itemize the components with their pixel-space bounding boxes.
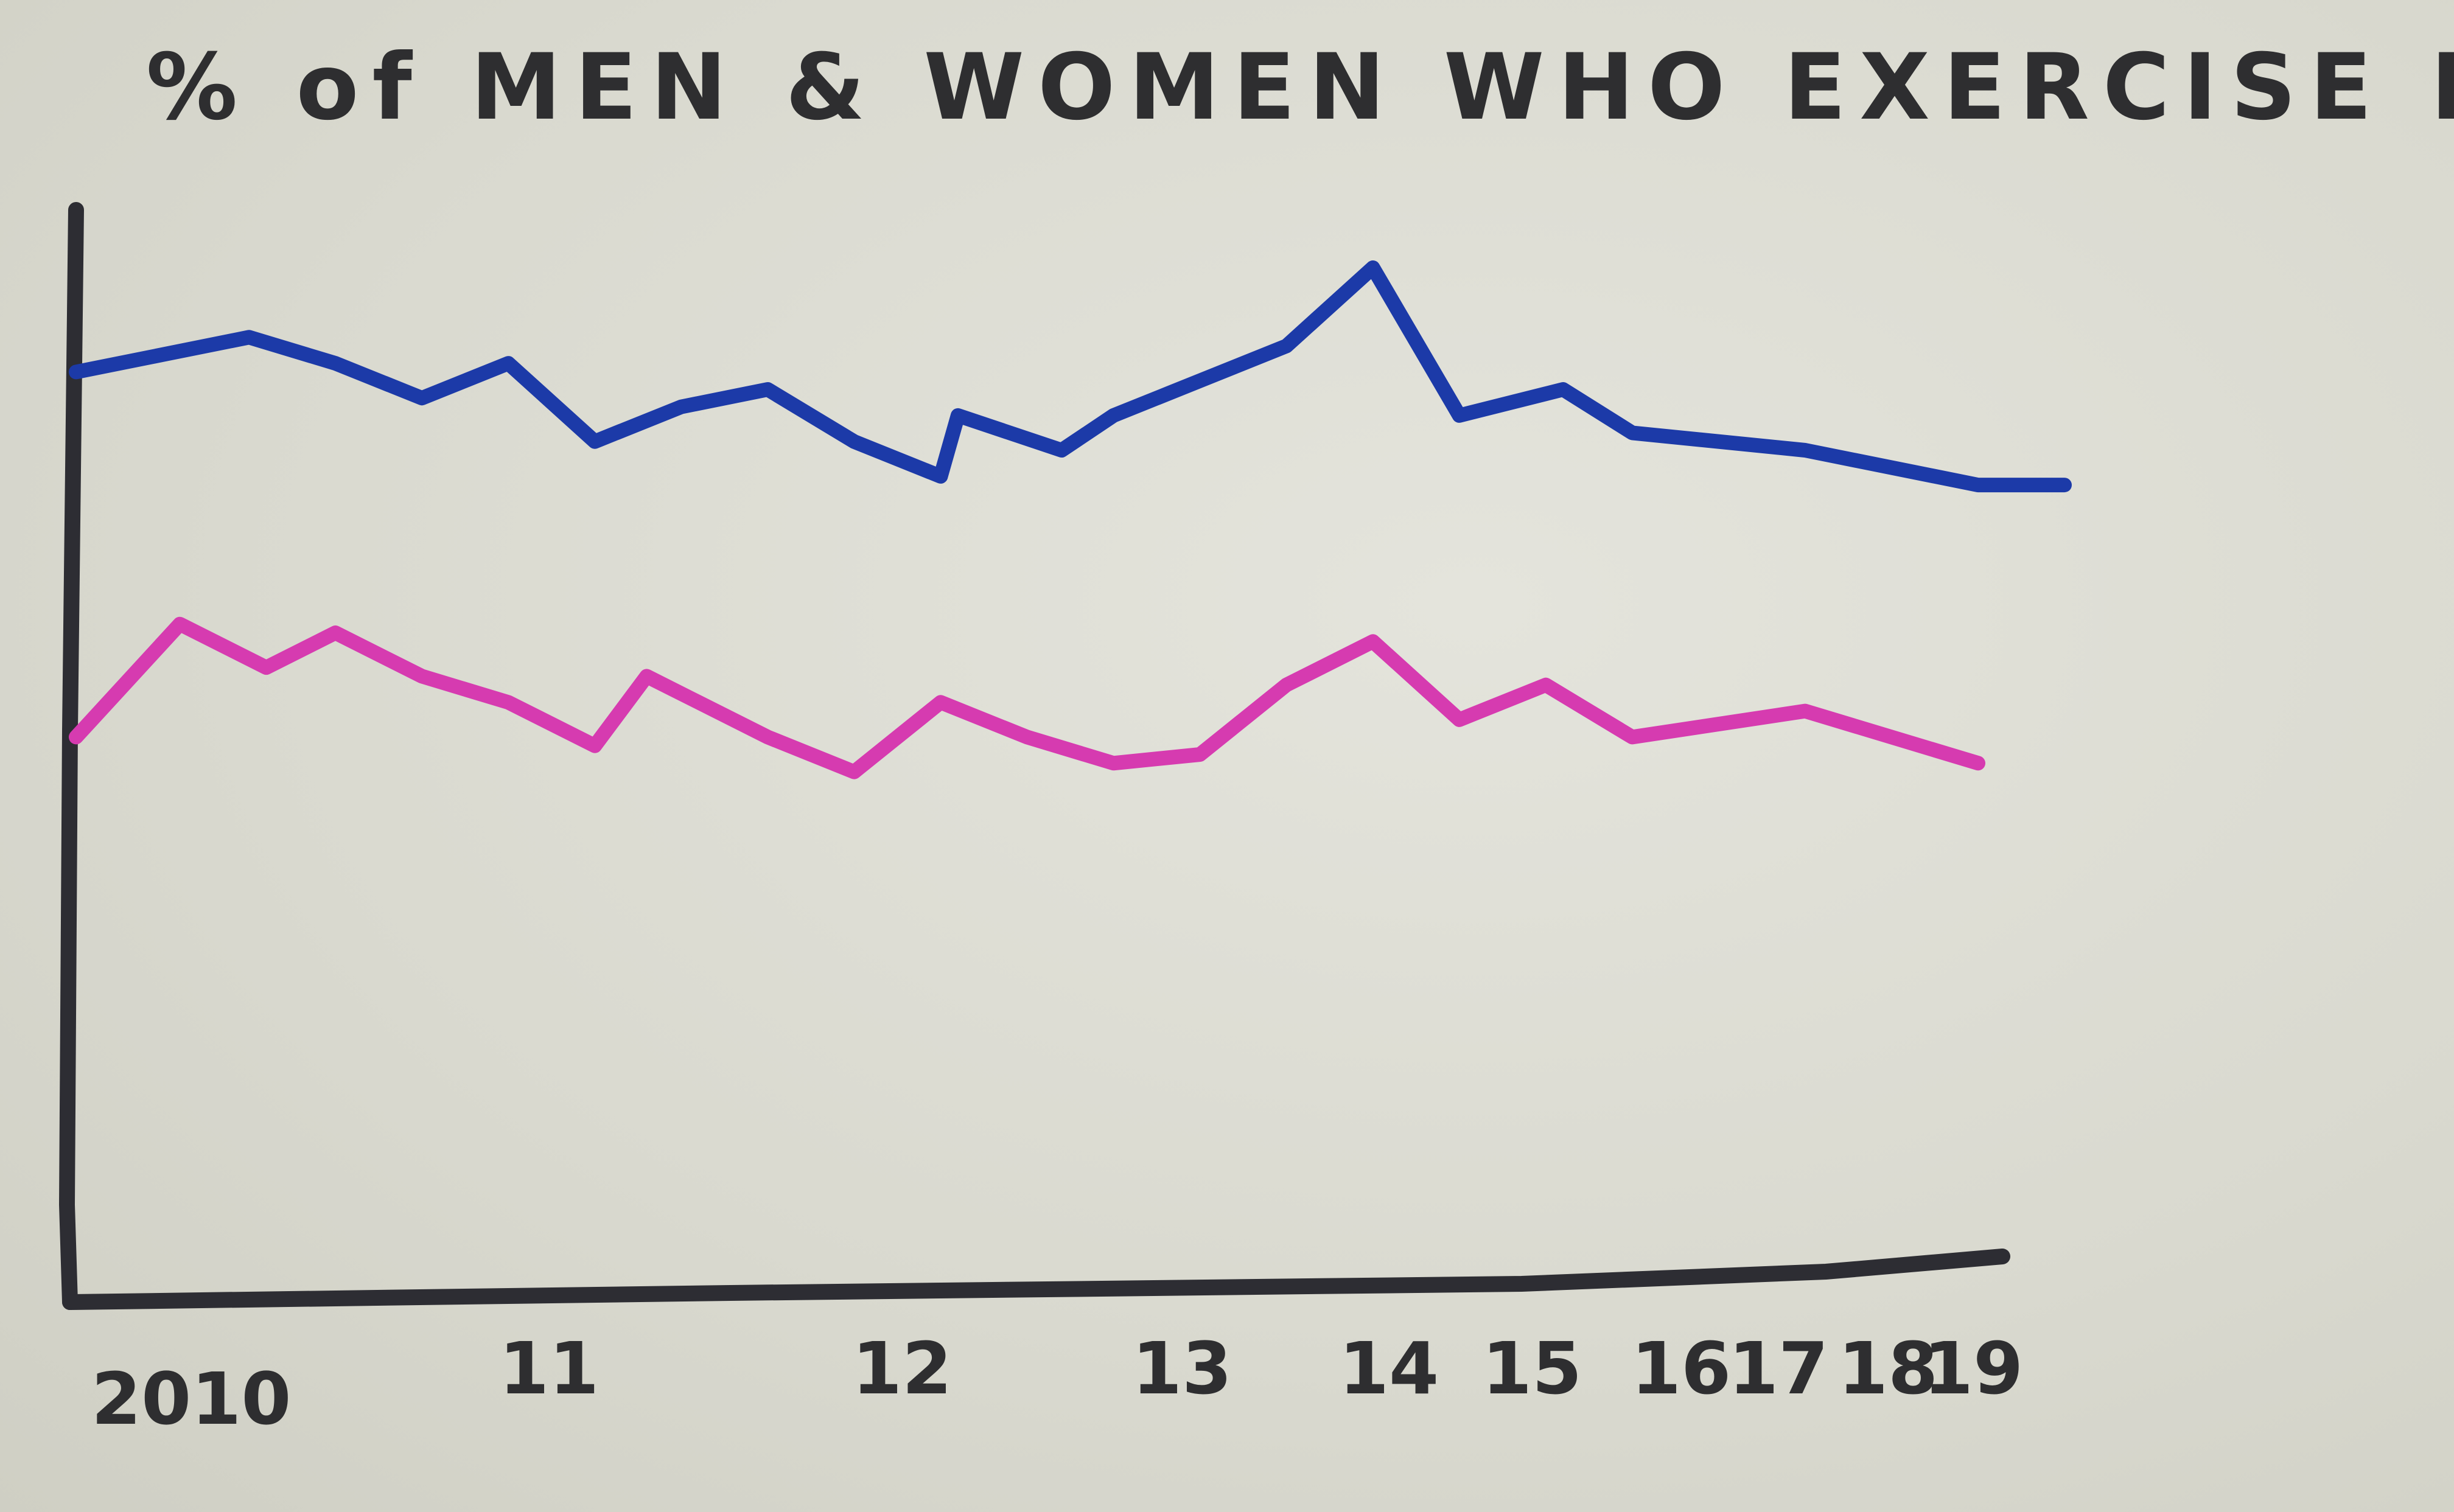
series-line-1 xyxy=(69,260,2072,493)
x-tick-label-16: 16 xyxy=(1631,1326,1731,1410)
series-line-2 xyxy=(69,616,1985,779)
x-tick-label-13: 13 xyxy=(1132,1326,1232,1410)
x-tick-label-17: 17 xyxy=(1729,1326,1828,1410)
x-tick-labels: 2010 11 12 13 14 15 16 17 18 19 xyxy=(91,1326,2023,1441)
x-tick-label-11: 11 xyxy=(499,1326,599,1410)
x-tick-label-19: 19 xyxy=(1923,1326,2023,1410)
x-tick-label-12: 12 xyxy=(852,1326,952,1410)
x-tick-label-14: 14 xyxy=(1339,1326,1439,1410)
series-layer xyxy=(69,260,2072,779)
x-tick-label-15: 15 xyxy=(1482,1326,1582,1410)
x-axis xyxy=(62,1249,2010,1310)
chart-title: % of MEN & WOMEN WHO EXERCISE DAILY xyxy=(146,35,2454,141)
x-tick-label-18: 18 xyxy=(1838,1326,1938,1410)
x-tick-label-2010: 2010 xyxy=(91,1357,291,1441)
y-axis xyxy=(58,202,84,1310)
